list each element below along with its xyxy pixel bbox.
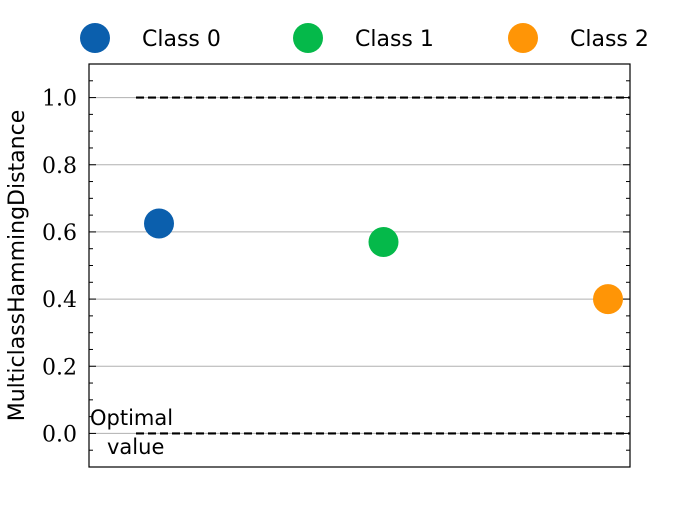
y-tick-label: 0.4 <box>42 288 77 313</box>
y-tick-label: 0.0 <box>42 422 77 447</box>
y-axis-label: MulticlassHammingDistance <box>5 110 30 422</box>
y-tick-label: 1.0 <box>42 87 77 112</box>
legend-marker <box>293 23 323 53</box>
legend: Class 0 Class 1 Class 2 <box>80 23 649 53</box>
annotation-line-1: Optimal <box>90 406 173 430</box>
data-point <box>144 208 174 239</box>
grid-lines <box>89 97 630 434</box>
y-axis-ticks: 0.0 0.2 0.4 0.6 0.8 1.0 <box>42 63 630 468</box>
annotation-line-2: value <box>107 435 164 459</box>
legend-label: Class 2 <box>570 27 649 52</box>
reference-lines <box>136 96 630 435</box>
legend-marker <box>80 23 110 53</box>
legend-label: Class 1 <box>355 27 434 52</box>
data-point <box>593 284 623 315</box>
y-tick-label: 0.8 <box>42 154 77 179</box>
optimal-value-annotation: Optimal value <box>90 406 173 459</box>
legend-marker <box>508 23 538 53</box>
data-points <box>144 208 623 315</box>
data-point <box>368 226 399 257</box>
y-tick-label: 0.2 <box>42 355 77 380</box>
y-tick-label: 0.6 <box>42 221 77 246</box>
legend-label: Class 0 <box>142 27 221 52</box>
